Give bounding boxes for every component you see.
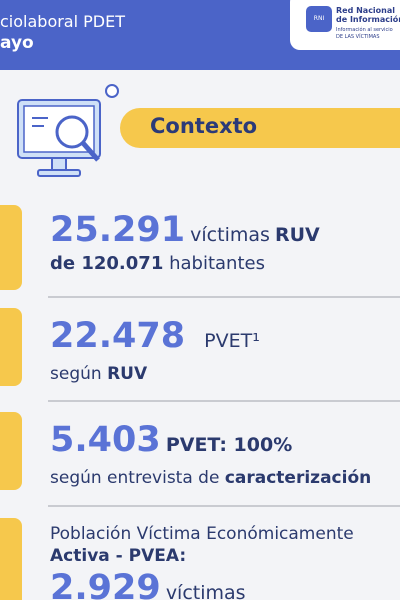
item-line: Activa - PVEA:: [50, 546, 187, 566]
separator: [48, 296, 400, 298]
section-title: Contexto: [150, 114, 258, 138]
item-line: según entrevista de caracterización: [50, 468, 371, 488]
item-line: de 120.071 habitantes: [50, 253, 265, 274]
item-line: 25.291 víctimas RUV: [50, 210, 320, 250]
item-number: 5.403: [50, 420, 161, 460]
item-text: caracterización: [224, 468, 372, 488]
item-text: de 120.071: [50, 253, 164, 274]
header-title: ciolaboral PDET: [0, 12, 125, 31]
item-text: víctimas: [165, 582, 246, 600]
item-line: 22.478 PVET¹: [50, 316, 260, 356]
context-icon: [17, 84, 119, 177]
item-text: RUV: [107, 364, 148, 384]
item-number: 2.929: [50, 568, 161, 600]
section-pill: [120, 108, 400, 148]
header-title: ayo: [0, 33, 34, 53]
item-text: PVET: 100%: [165, 434, 293, 456]
logo-badge: RNI: [306, 6, 332, 32]
logo-name: Red Nacional: [336, 6, 396, 15]
logo: RNI Red Nacional de Información Informac…: [290, 0, 400, 50]
item-text: según: [50, 364, 102, 384]
item-text: habitantes: [169, 253, 265, 274]
item-icon: [0, 518, 22, 600]
item-icon: [0, 308, 22, 386]
item-icon: [0, 412, 22, 490]
item-text: RUV: [275, 224, 320, 246]
logo-name: de Información: [336, 15, 400, 24]
item-line: Población Víctima Económicamente: [50, 524, 354, 544]
separator: [48, 400, 400, 402]
item-line: 5.403 PVET: 100%: [50, 420, 292, 460]
item-text: según entrevista de: [50, 468, 220, 488]
item-icon: [0, 205, 22, 290]
item-line: según RUV: [50, 364, 147, 384]
item-number: 25.291: [50, 210, 186, 250]
header: ciolaboral PDET ayo RNI Red Nacional de …: [0, 0, 400, 70]
item-number: 22.478: [50, 316, 186, 356]
item-text: PVET¹: [204, 330, 260, 352]
separator: [48, 505, 400, 507]
logo-tagline: Información al servicio: [336, 27, 393, 33]
item-text: víctimas: [190, 224, 270, 246]
logo-tagline: DE LAS VÍCTIMAS: [336, 34, 380, 40]
item-line: 2.929 víctimas: [50, 568, 246, 600]
